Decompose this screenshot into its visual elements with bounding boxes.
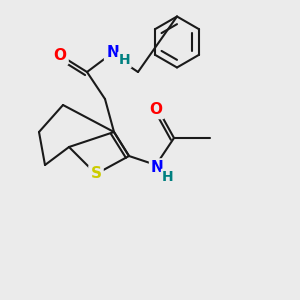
Text: H: H <box>162 170 174 184</box>
Text: N: N <box>151 160 164 175</box>
Text: O: O <box>53 48 67 63</box>
Text: O: O <box>149 102 163 117</box>
Text: H: H <box>119 53 130 67</box>
Text: N: N <box>106 45 119 60</box>
Text: S: S <box>91 167 101 182</box>
